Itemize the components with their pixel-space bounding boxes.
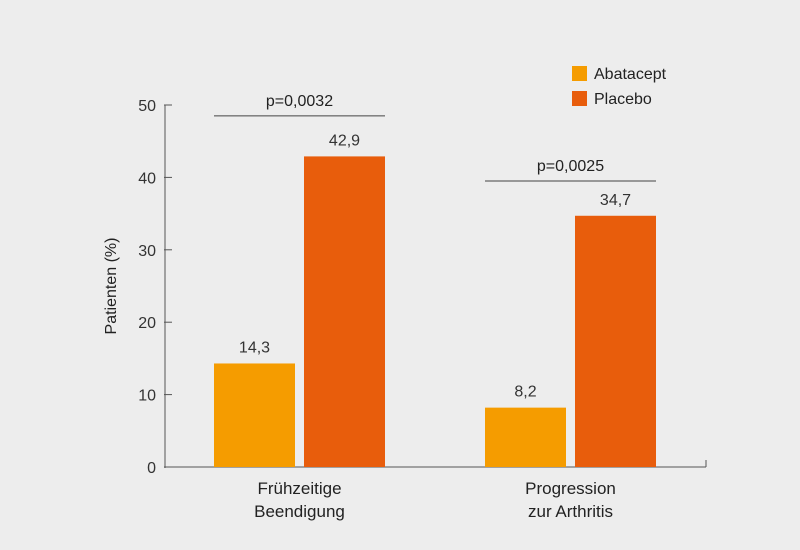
data-label: 8,2: [514, 384, 536, 401]
y-tick-label: 50: [138, 98, 156, 115]
y-axis-title: Patienten (%): [103, 238, 120, 335]
y-tick-label: 40: [138, 170, 156, 187]
bar-abatacept-2: [485, 407, 566, 467]
bar-abatacept-1: [214, 363, 295, 467]
data-label: 14,3: [239, 339, 270, 356]
bar-placebo-1: [304, 156, 385, 468]
legend-label: Abatacept: [594, 66, 667, 83]
y-tick-label: 20: [138, 315, 156, 332]
x-category-label: zur Arthritis: [528, 502, 613, 521]
data-label: 42,9: [329, 132, 360, 149]
legend-label: Placebo: [594, 91, 652, 108]
p-value-label: p=0,0025: [537, 158, 604, 175]
x-category-label: Beendigung: [254, 502, 345, 521]
y-tick-label: 30: [138, 243, 156, 260]
x-category-label: Frühzeitige: [257, 479, 341, 498]
x-category-label: Progression: [525, 479, 616, 498]
bar-placebo-2: [575, 215, 656, 467]
legend-swatch-placebo: [572, 91, 587, 106]
data-label: 34,7: [600, 192, 631, 209]
p-value-label: p=0,0032: [266, 93, 333, 110]
legend-swatch-abatacept: [572, 66, 587, 81]
y-tick-label: 10: [138, 388, 156, 405]
y-tick-label: 0: [147, 460, 156, 477]
